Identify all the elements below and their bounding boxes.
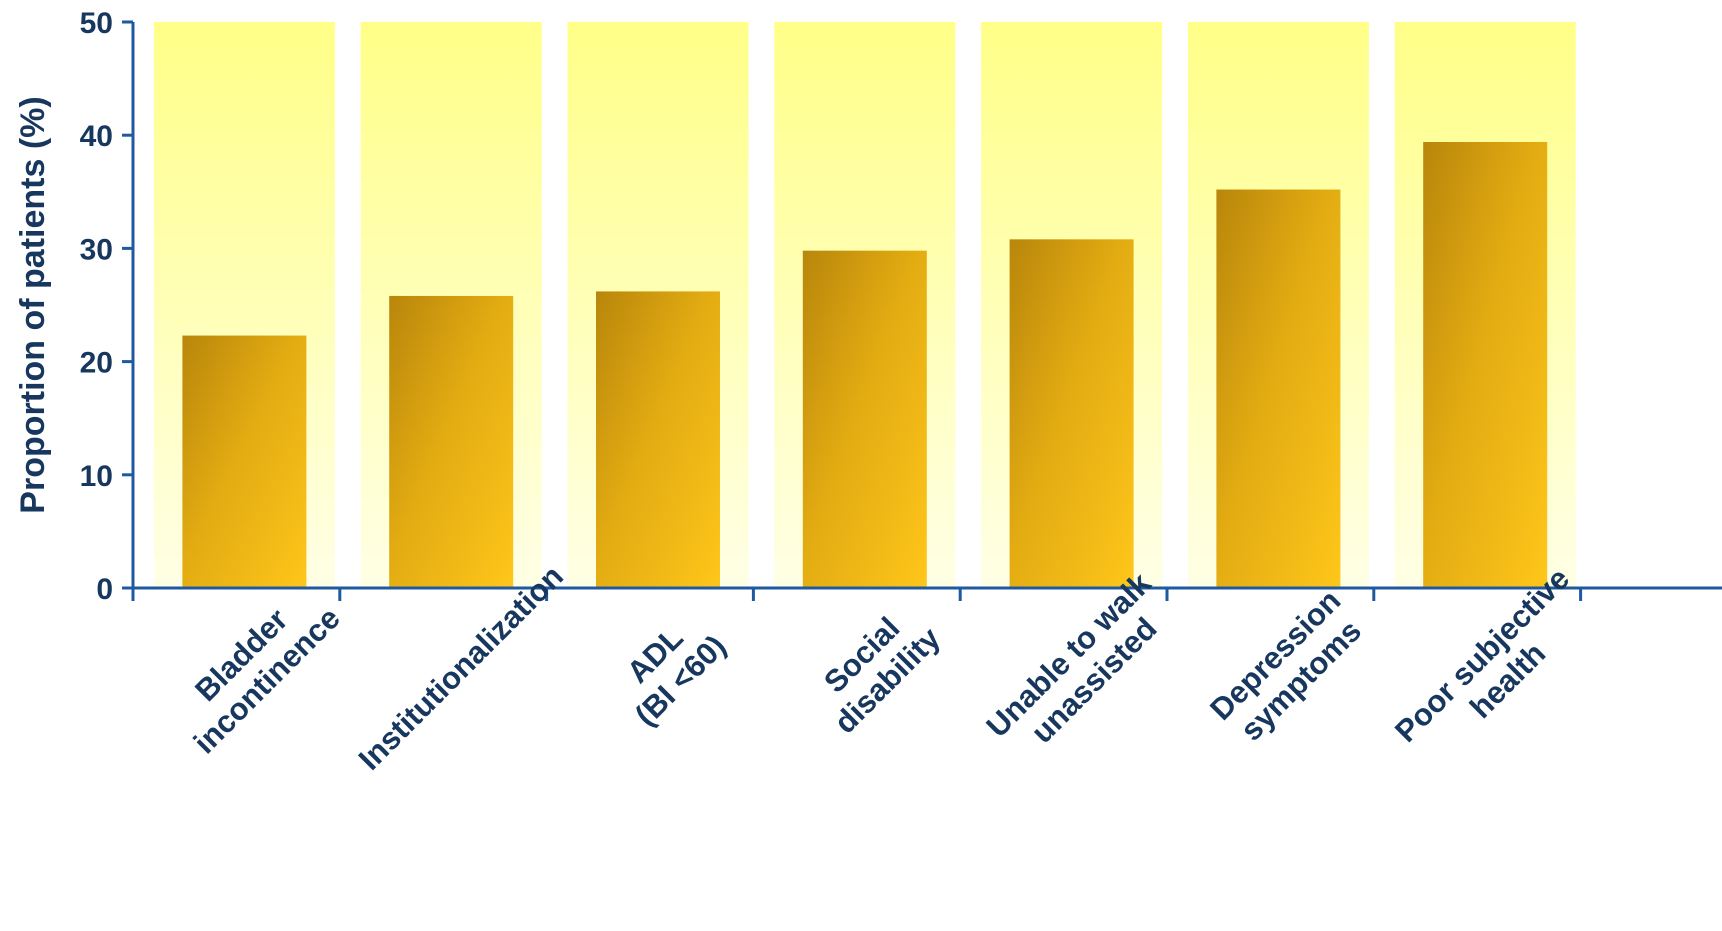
axes	[122, 20, 1722, 601]
x-tick-label-line: Institutionalization	[352, 558, 570, 776]
y-tick-label: 30	[80, 233, 113, 266]
bar	[802, 250, 927, 588]
bar	[182, 335, 307, 588]
y-tick-label: 40	[80, 120, 113, 153]
bar	[1009, 239, 1134, 588]
y-tick-label: 10	[80, 460, 113, 493]
y-tick-label: 20	[80, 347, 113, 380]
bar	[1423, 141, 1548, 588]
y-axis-title: Proportion of patients (%)	[14, 96, 52, 513]
x-tick-label: Institutionalization	[352, 558, 570, 776]
bar	[389, 295, 514, 588]
bar	[1216, 189, 1341, 588]
x-tick-label: ADL(BI <60)	[620, 620, 733, 733]
y-tick-label: 0	[96, 573, 113, 606]
y-tick-label: 50	[80, 7, 113, 40]
bar	[596, 291, 720, 588]
bars	[182, 141, 1548, 588]
